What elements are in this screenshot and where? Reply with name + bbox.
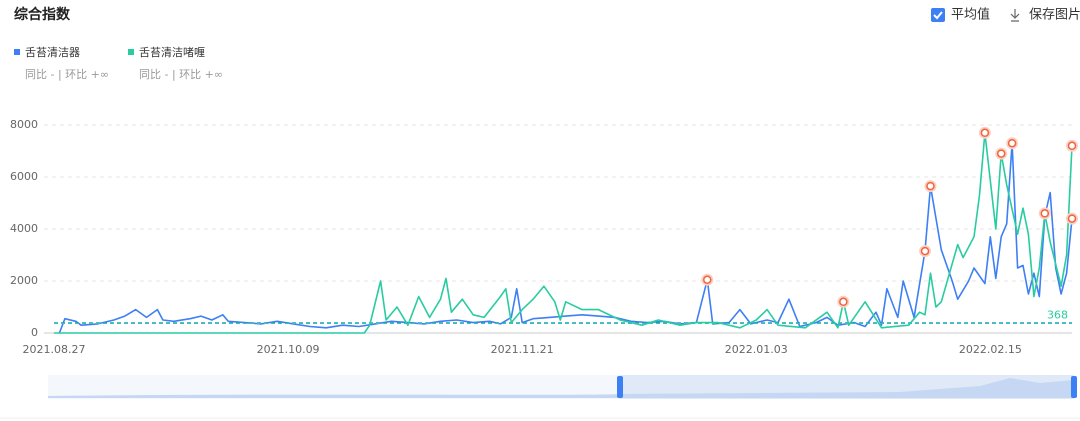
y-tick-label: 8000 [10, 118, 38, 131]
peak-marker-core [1040, 209, 1050, 218]
peak-marker-core [996, 149, 1006, 158]
x-tick-label: 2021.11.21 [491, 343, 554, 356]
x-tick-label: 2022.02.15 [959, 343, 1022, 356]
legend-compare: 同比 - | 环比 +∞ [139, 68, 223, 81]
series-line [54, 132, 1073, 334]
average-label: 368 [1047, 308, 1068, 321]
range-handle[interactable] [1071, 376, 1077, 398]
check-mark [933, 11, 943, 20]
x-tick-label: 2021.10.09 [257, 343, 320, 356]
y-tick-label: 6000 [10, 170, 38, 183]
x-tick-label: 2021.08.27 [23, 343, 86, 356]
title: 综合指数 [14, 6, 71, 23]
peak-marker-core [980, 128, 990, 138]
y-tick-label: 0 [31, 326, 38, 339]
y-tick-label: 2000 [10, 274, 38, 287]
peak-marker-core [839, 297, 848, 307]
download-icon [1010, 9, 1020, 22]
legend-swatch [14, 49, 20, 55]
save-button[interactable]: 保存图片 [1029, 8, 1080, 23]
range-preview [48, 378, 1074, 398]
legend-compare: 同比 - | 环比 +∞ [25, 68, 109, 81]
legend-label[interactable]: 舌苔清洁啫喱 [139, 45, 205, 59]
peak-marker-core [926, 181, 935, 191]
y-tick-label: 4000 [10, 222, 38, 235]
peak-marker-core [920, 246, 930, 256]
x-tick-label: 2022.01.03 [725, 343, 788, 356]
legend-swatch [128, 49, 134, 55]
peak-marker-core [703, 275, 712, 284]
average-toggle[interactable]: 平均值 [951, 7, 990, 23]
legend-label[interactable]: 舌苔清洁器 [25, 45, 80, 59]
peak-marker-core [1067, 141, 1077, 151]
checkbox[interactable] [931, 8, 945, 22]
peak-marker-core [1007, 138, 1017, 148]
range-handle[interactable] [617, 376, 623, 398]
peak-marker-core [1067, 214, 1077, 223]
